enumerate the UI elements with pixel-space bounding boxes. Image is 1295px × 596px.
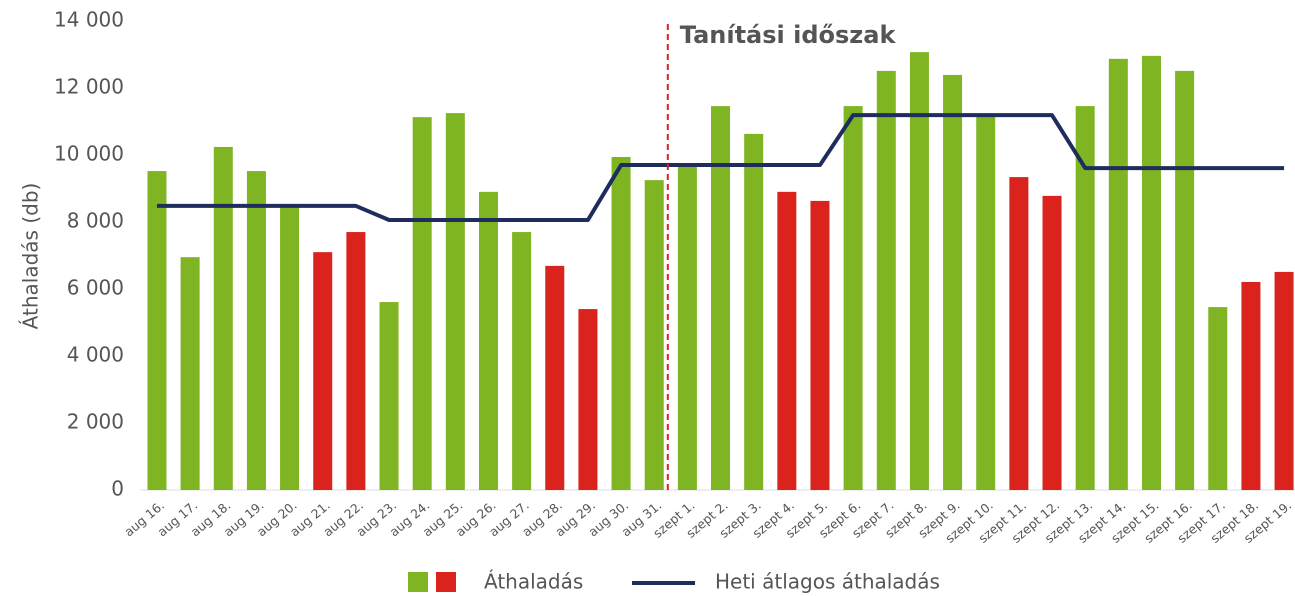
bar	[943, 74, 963, 490]
bar	[1009, 177, 1029, 491]
y-tick-label: 10 000	[54, 142, 124, 166]
legend-swatch	[408, 572, 428, 592]
bar	[313, 252, 333, 490]
bar	[1108, 58, 1128, 490]
legend-swatch	[436, 572, 456, 592]
y-axis-label: Áthaladás (db)	[19, 183, 43, 330]
bar	[777, 191, 797, 490]
bar	[843, 106, 863, 490]
bar	[876, 70, 896, 490]
y-tick-label: 12 000	[54, 75, 124, 99]
bar	[1241, 281, 1261, 490]
bar	[1208, 307, 1228, 490]
bar	[412, 117, 432, 491]
bar	[1141, 55, 1161, 491]
bar	[147, 171, 167, 490]
y-tick-label: 8 000	[67, 209, 124, 233]
legend-label: Heti átlagos áthaladás	[715, 570, 940, 594]
average-line	[156, 113, 1285, 222]
bar	[644, 180, 664, 490]
bar	[578, 309, 598, 490]
bar	[246, 171, 266, 490]
bar	[280, 205, 300, 490]
bar	[545, 265, 565, 490]
bar	[1175, 70, 1195, 490]
legend-label: Áthaladás	[484, 570, 583, 594]
bar	[445, 113, 465, 490]
bar	[711, 106, 731, 490]
y-tick-label: 0	[111, 477, 124, 501]
bar	[180, 257, 200, 490]
y-tick-label: 14 000	[54, 8, 124, 32]
bar	[1274, 271, 1294, 490]
bar	[677, 165, 697, 491]
bar	[379, 302, 399, 490]
bar	[611, 157, 631, 490]
annotation: Tanítási időszak	[680, 21, 897, 49]
bar	[1075, 106, 1095, 490]
bar	[909, 52, 929, 490]
bar	[744, 133, 764, 490]
y-tick-label: 6 000	[67, 276, 124, 300]
y-tick-label: 4 000	[67, 343, 124, 367]
bar	[810, 200, 830, 490]
bar	[976, 115, 996, 490]
bar	[346, 232, 366, 491]
bar	[512, 232, 532, 491]
y-tick-label: 2 000	[67, 410, 124, 434]
bar	[478, 191, 498, 490]
bar	[1042, 195, 1062, 490]
bar	[213, 146, 233, 490]
